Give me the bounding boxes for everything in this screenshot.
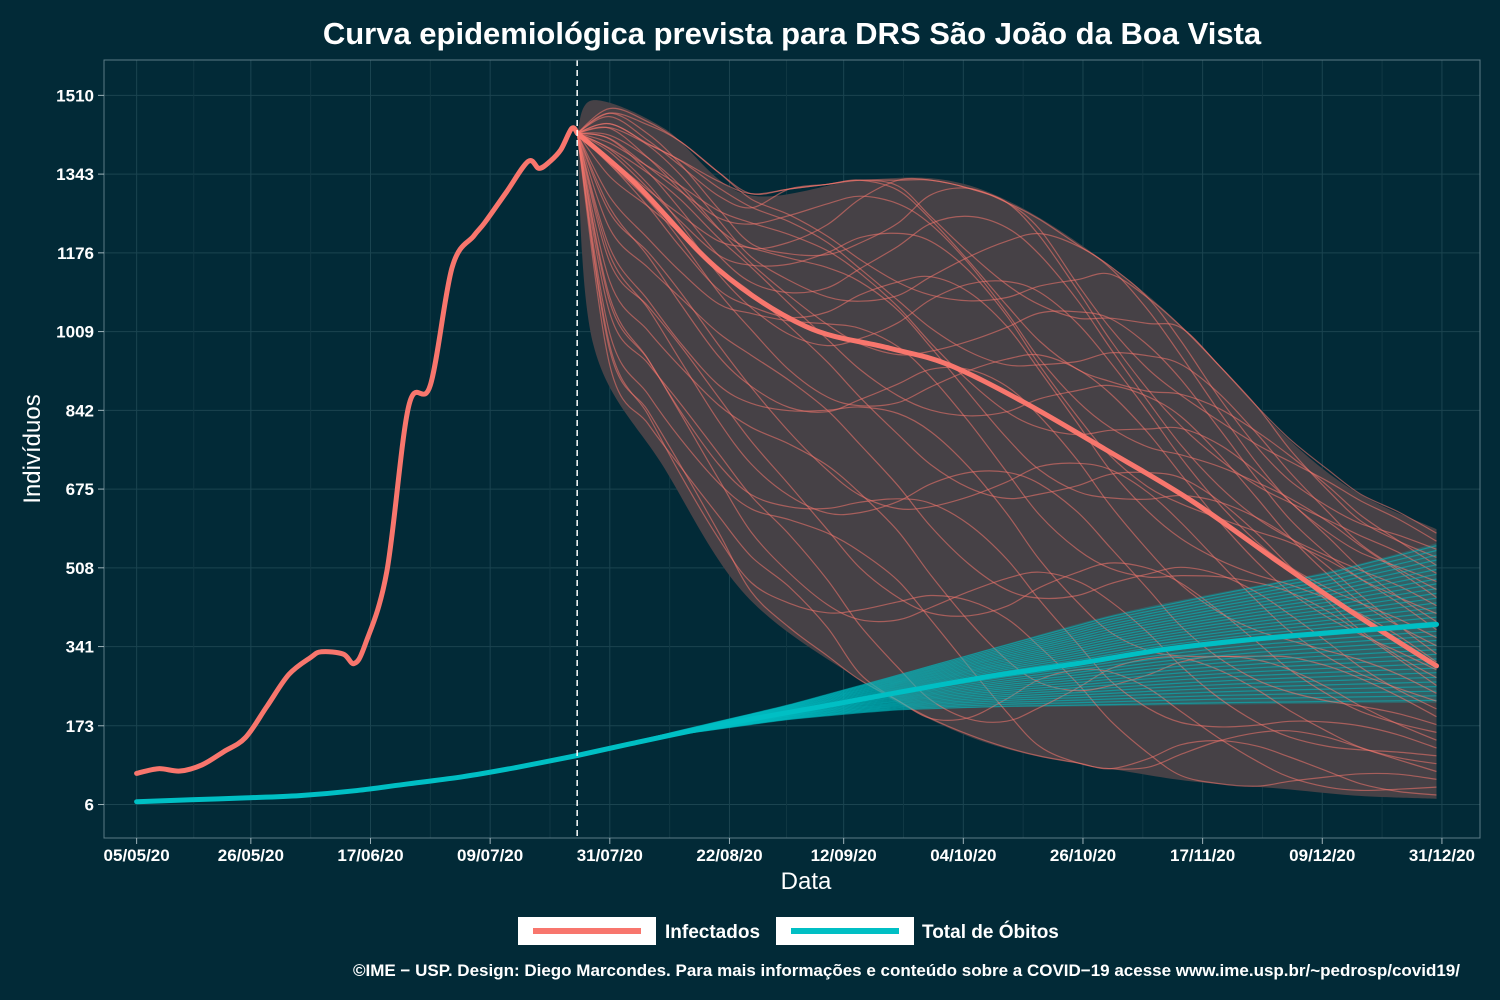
trajectory-infectados [576, 133, 1437, 787]
trajectory-obitos [577, 545, 1437, 757]
plot-area: 6 173 341 508 675 842 1009 1176 1343 1510 05/05/20… [56, 59, 1481, 865]
trajectory-infectados [576, 132, 1437, 765]
y-tick-label: 842 [66, 401, 94, 420]
legend-label-obitos: Total de Óbitos [922, 921, 1059, 943]
y-tick-label: 1510 [56, 86, 94, 105]
trajectory-infectados [577, 122, 1437, 582]
x-tick-label: 17/06/20 [337, 846, 403, 865]
trajectory-infectados [576, 132, 1437, 726]
legend-label-infectados: Infectados [665, 922, 760, 943]
trajectory-infectados [576, 132, 1437, 694]
band-infectados [577, 100, 1437, 799]
x-axis-title: Data [781, 868, 832, 895]
x-tick-label: 17/11/20 [1170, 846, 1235, 865]
chart-title: Curva epidemiológica prevista para DRS S… [323, 16, 1262, 51]
x-tick-label: 26/05/20 [218, 846, 284, 865]
y-tick-label: 1176 [57, 244, 94, 263]
trajectory-infectados [576, 107, 1437, 534]
y-tick-label: 675 [66, 480, 94, 499]
trajectory-infectados [576, 132, 1437, 749]
trajectory-infectados [577, 132, 1437, 598]
x-tick-label: 04/10/20 [930, 846, 996, 865]
legend: Infectados Total de Óbitos [518, 917, 1059, 945]
y-tick-label: 173 [66, 717, 94, 736]
x-tick-label: 12/09/20 [811, 846, 877, 865]
x-tick-label: 05/05/20 [104, 846, 170, 865]
y-tick-label: 508 [66, 559, 94, 578]
y-axis-title: Indivíduos [19, 394, 46, 503]
x-tick-label: 26/10/20 [1050, 846, 1116, 865]
trajectory-infectados [576, 115, 1437, 542]
caption: ©IME − USP. Design: Diego Marcondes. Par… [353, 961, 1460, 980]
x-tick-label: 22/08/20 [696, 846, 762, 865]
trajectory-infectados [577, 123, 1437, 566]
x-tick-label: 31/12/20 [1409, 846, 1475, 865]
series-infectados-forecast [574, 130, 1439, 669]
y-tick-label: 6 [85, 796, 94, 815]
series-obitos [134, 753, 580, 805]
trajectory-infectados [576, 132, 1437, 718]
y-tick-label: 1009 [56, 323, 94, 342]
x-tick-label: 09/12/20 [1289, 846, 1355, 865]
trajectory-infectados [577, 126, 1437, 591]
trajectory-infectados [577, 132, 1437, 607]
series-obitos-forecast [574, 621, 1439, 758]
y-tick-label: 341 [66, 638, 94, 657]
y-tick-label: 1343 [56, 165, 94, 184]
x-tick-label: 09/07/20 [457, 846, 523, 865]
plot-border [103, 59, 1481, 839]
trajectory-infectados [576, 132, 1437, 733]
trajectory-infectados [576, 133, 1437, 792]
trajectory-infectados [576, 132, 1437, 671]
x-tick-label: 31/07/20 [577, 846, 643, 865]
series-infectados [134, 125, 580, 776]
